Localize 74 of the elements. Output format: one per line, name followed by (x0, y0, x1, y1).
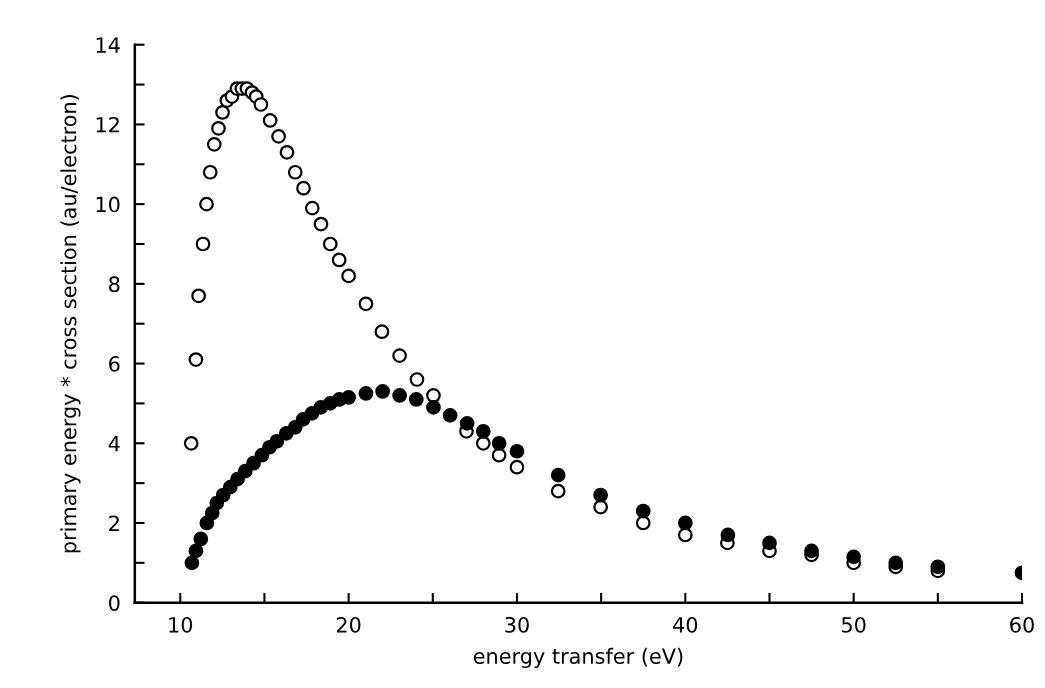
y-tick-label: 14 (96, 37, 120, 53)
point (271, 129, 286, 144)
point (199, 196, 214, 212)
point (635, 515, 651, 531)
point (358, 386, 374, 401)
point (677, 515, 693, 531)
point (262, 113, 278, 128)
point (409, 372, 425, 387)
point (550, 467, 566, 483)
point (426, 388, 441, 403)
y-tick-label: 0 (109, 595, 120, 611)
point (322, 236, 338, 252)
point (374, 324, 390, 340)
point (762, 535, 777, 551)
point (846, 549, 862, 565)
point (304, 200, 320, 216)
point (341, 268, 356, 284)
point (184, 555, 200, 571)
point (375, 384, 390, 399)
point (195, 236, 211, 252)
y-tick-label: 4 (108, 435, 120, 452)
point (408, 392, 424, 407)
point (191, 288, 206, 304)
point (442, 408, 458, 423)
y-tick-label: 8 (109, 276, 120, 293)
point (593, 487, 608, 503)
point (183, 435, 199, 451)
point (246, 455, 261, 471)
point (677, 527, 693, 543)
y-tick-label: 12 (96, 116, 119, 133)
point (287, 164, 303, 180)
point (475, 423, 491, 439)
point (509, 443, 525, 459)
y-tick-label: 6 (109, 356, 120, 372)
point (193, 531, 209, 547)
point (253, 97, 269, 112)
point (550, 483, 566, 499)
point (188, 543, 204, 559)
point (358, 296, 374, 312)
point (269, 433, 285, 449)
point (341, 390, 356, 405)
point (888, 555, 904, 571)
y-axis-title: primary energy * cross section (au/electron) (60, 94, 81, 553)
x-tick-label: 30 (505, 616, 529, 633)
point (491, 435, 507, 451)
x-tick-label: 60 (1010, 616, 1034, 633)
point (392, 388, 407, 403)
point (211, 121, 226, 136)
y-tick-label: 10 (96, 196, 120, 213)
point (313, 216, 329, 232)
x-axis-title: energy transfer (eV) (473, 647, 683, 669)
x-tick-label: 50 (842, 616, 866, 633)
point (331, 252, 347, 268)
x-tick-label: 20 (336, 616, 361, 633)
point (279, 144, 295, 160)
point (491, 447, 507, 463)
point (459, 415, 475, 431)
point (635, 503, 651, 519)
y-tick-label: 2 (109, 515, 119, 531)
x-tick-label: 40 (673, 616, 698, 633)
point (206, 137, 222, 152)
point (426, 400, 441, 415)
point (296, 180, 311, 196)
point (804, 543, 819, 559)
point (930, 559, 946, 575)
point (475, 435, 491, 451)
point (392, 348, 407, 363)
point (215, 105, 230, 120)
point (202, 164, 218, 180)
point (593, 499, 608, 515)
x-tick-label: 10 (169, 616, 193, 633)
point (720, 527, 736, 543)
point (509, 459, 525, 475)
point (188, 352, 204, 367)
